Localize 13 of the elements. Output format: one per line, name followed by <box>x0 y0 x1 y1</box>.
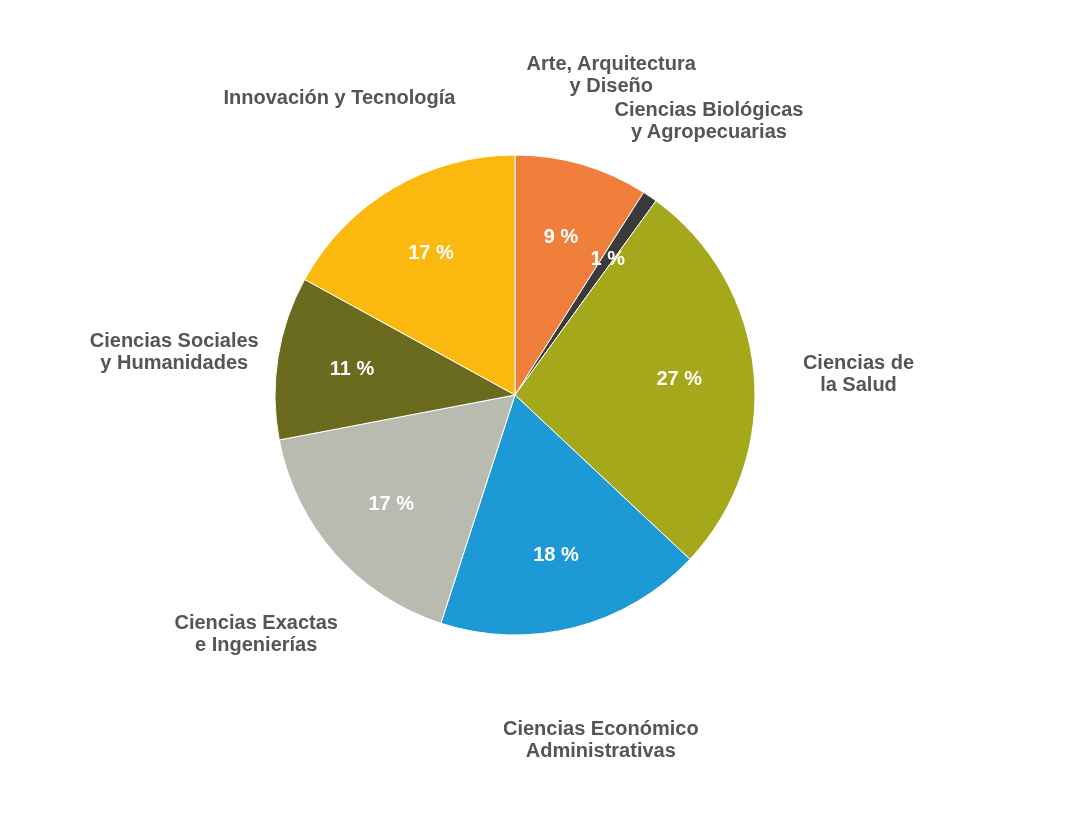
data-label: 9 % <box>543 224 579 247</box>
data-label: 17 % <box>368 492 415 515</box>
data-label: 27 % <box>656 367 703 390</box>
slice-label: Ciencias de la Salud <box>802 350 915 395</box>
slice-label: Ciencias Exactas e Ingenierías <box>174 611 338 656</box>
slice-label: Arte, Arquitectura y Diseño <box>526 51 697 96</box>
slice-label: Ciencias Económico Administrativas <box>502 717 699 762</box>
data-label: 17 % <box>408 240 455 263</box>
slice-label: Ciencias Biológicas y Agropecuarias <box>614 97 804 142</box>
data-label: 18 % <box>533 542 580 565</box>
slice-label: Ciencias Sociales y Humanidades <box>89 329 259 374</box>
data-label: 11 % <box>329 357 375 380</box>
slice-label: Innovación y Tecnología <box>223 86 457 109</box>
